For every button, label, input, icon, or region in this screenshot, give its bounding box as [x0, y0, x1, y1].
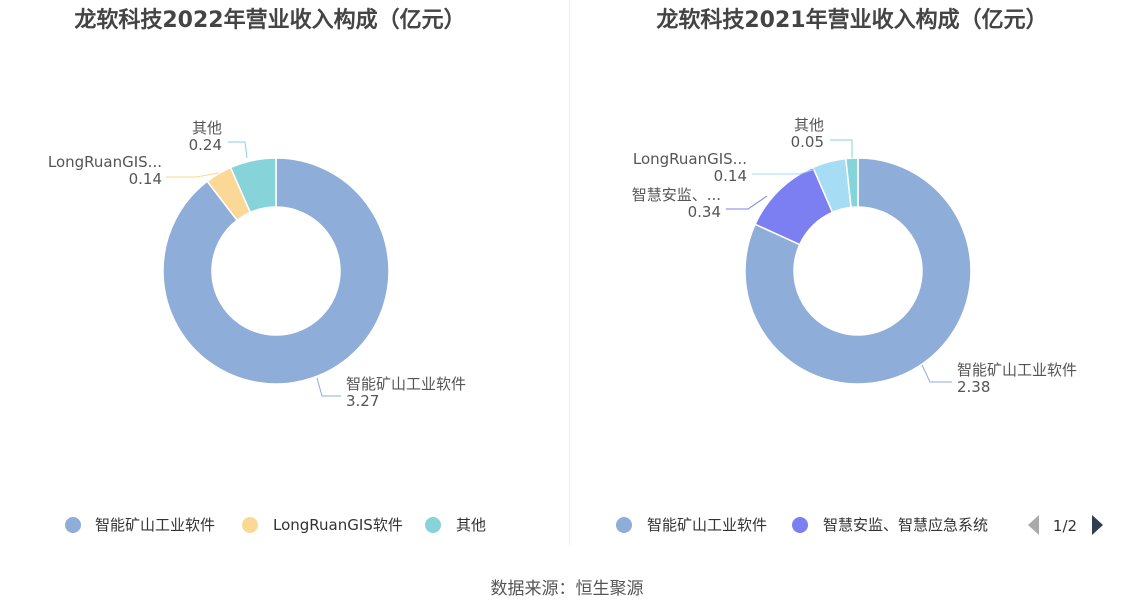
chart-2-slice-value-4: 0.05	[791, 133, 824, 151]
chart-1-leader-line-2	[166, 172, 220, 178]
data-source: 数据来源：恒生聚源	[490, 579, 644, 599]
chart-1-leader-line-1	[316, 377, 341, 397]
chart-1-slice-value-3: 0.24	[189, 136, 222, 154]
legend-pager-text: 1/2	[1053, 517, 1077, 535]
legend-prev-arrow-icon[interactable]	[1028, 515, 1039, 535]
chart-1-legend-marker-2[interactable]	[242, 517, 258, 533]
chart-2-slice-value-3: 0.14	[714, 167, 747, 185]
chart-1-slice-value-1: 3.27	[346, 392, 379, 410]
chart-2-title: 龙软科技2021年营业收入构成（亿元）	[656, 7, 1047, 33]
chart-2-leader-line-3	[752, 163, 831, 175]
chart-1-slice-name-2: LongRuanGIS...	[48, 153, 162, 171]
chart-1-slice-3[interactable]	[229, 157, 277, 214]
chart-2-leader-line-1	[921, 364, 952, 383]
panel-divider	[569, 0, 570, 545]
chart-1-legend-marker-3[interactable]	[425, 517, 441, 533]
chart-1-legend-marker-1[interactable]	[65, 517, 81, 533]
chart-2-slice-name-2: 智慧安监、...	[632, 186, 721, 204]
chart-1-slice-1[interactable]	[162, 157, 390, 385]
chart-1-legend-label-1[interactable]: 智能矿山工业软件	[95, 516, 215, 534]
chart-2-slice-1[interactable]	[744, 157, 972, 385]
chart-2-slice-value-2: 0.34	[688, 203, 721, 221]
chart-2-legend-marker-1[interactable]	[616, 517, 632, 533]
chart-2-slice-value-1: 2.38	[957, 378, 990, 396]
chart-1-legend-label-3[interactable]: 其他	[456, 516, 486, 534]
chart-2-legend-label-2[interactable]: 智慧安监、智慧应急系统	[823, 516, 988, 534]
chart-2-slice-name-1: 智能矿山工业软件	[957, 361, 1077, 379]
chart-2-slice-name-4: 其他	[794, 116, 824, 134]
chart-1-legend-label-2[interactable]: LongRuanGIS软件	[273, 516, 403, 534]
chart-1-title: 龙软科技2022年营业收入构成（亿元）	[74, 7, 465, 33]
chart-2-slice-4[interactable]	[844, 157, 859, 209]
chart-2-legend-marker-2[interactable]	[792, 517, 808, 533]
chart-1-leader-line-3	[228, 141, 248, 159]
chart-2-legend-label-1[interactable]: 智能矿山工业软件	[647, 516, 767, 534]
chart-1-slice-name-1: 智能矿山工业软件	[346, 375, 466, 393]
legend-next-arrow-icon[interactable]	[1092, 515, 1103, 535]
chart-1-slice-name-3: 其他	[192, 119, 222, 137]
chart-2-slice-name-3: LongRuanGIS...	[633, 150, 747, 168]
chart-1-slice-value-2: 0.14	[129, 170, 162, 188]
chart-2-leader-line-4	[830, 139, 853, 158]
chart-2-leader-line-2	[726, 195, 768, 210]
